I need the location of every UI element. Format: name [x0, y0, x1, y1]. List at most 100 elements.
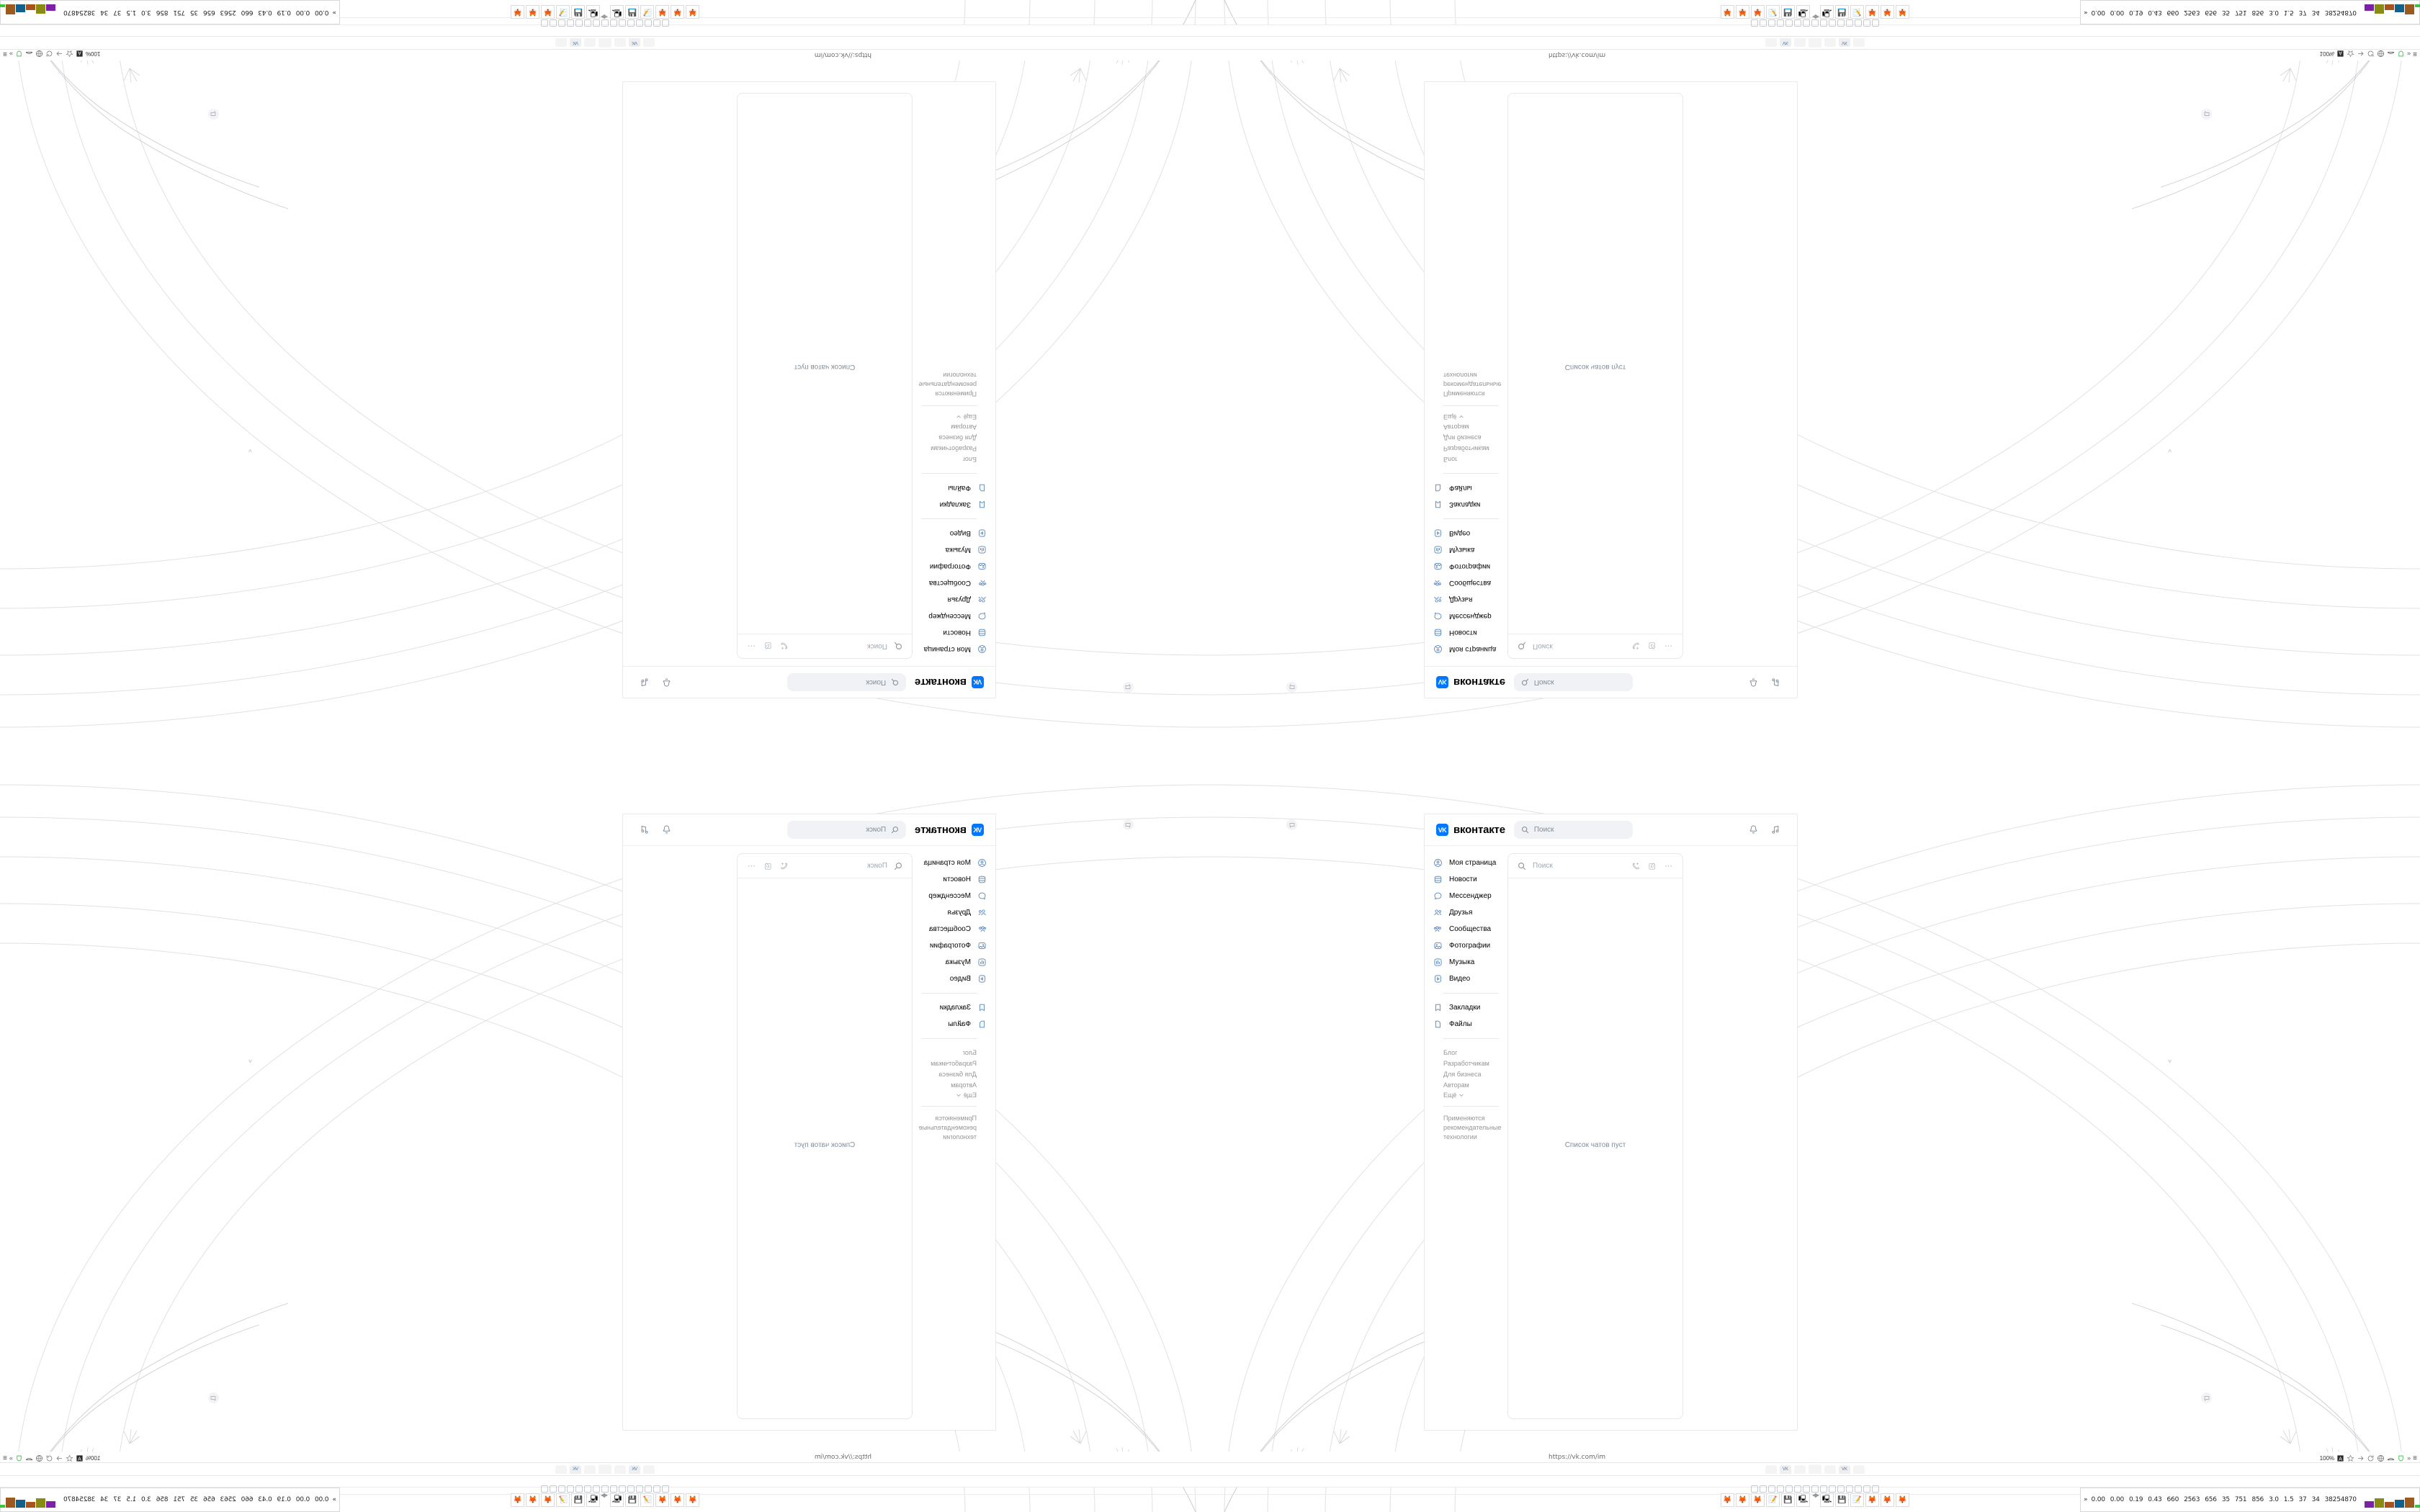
tab-vk-2[interactable]: VK	[570, 38, 581, 48]
taskbar-floppy-window-pa[interactable]: 💾	[1781, 5, 1795, 19]
tab-blank-right[interactable]	[555, 38, 567, 48]
sidebar-item-news[interactable]: Новости	[913, 624, 995, 641]
star-icon[interactable]	[2347, 1454, 2354, 1462]
tab-vk-active[interactable]	[1809, 1464, 1821, 1474]
hamburger-menu-icon[interactable]: ≡	[3, 1454, 7, 1462]
taskbar-text-editor-window[interactable]: 📝	[1766, 5, 1780, 19]
tab-blank-3[interactable]	[584, 38, 596, 48]
notifications-bell-icon[interactable]	[661, 677, 672, 688]
sidebar-item-friends[interactable]: Друзья	[913, 904, 995, 921]
taskbar-mirror-firefox-window-1[interactable]: 🦊	[511, 5, 524, 19]
taskbar-terminal-window[interactable]: 🖳	[610, 5, 624, 19]
sysmon-collapse-icon[interactable]: »	[2084, 9, 2088, 16]
sidebar-item-photos[interactable]: Фотографии	[913, 937, 995, 954]
music-note-icon[interactable]	[1770, 677, 1781, 688]
lock-icon[interactable]	[1751, 1485, 1758, 1493]
vk-logo[interactable]: VK вконтакте	[1436, 824, 1505, 836]
footer-link-business[interactable]: Для бизнеса	[938, 434, 977, 441]
taskbar-mirror-firefox-window-1[interactable]: 🦊	[1896, 5, 1909, 19]
pocket-icon[interactable]	[15, 50, 23, 58]
corner-bubble-top-left[interactable]	[1123, 819, 1134, 830]
sidebar-item-bookmarks[interactable]: Закладки	[1425, 496, 1507, 513]
tab-blank-2[interactable]	[1794, 1464, 1806, 1474]
taskbar-terminal-window[interactable]: 🖳	[1796, 1493, 1810, 1507]
taskbar-firefox-window-3[interactable]: 🦊	[1751, 1493, 1765, 1507]
sidebar-item-news[interactable]: Новости	[1425, 871, 1507, 888]
vk-logo[interactable]: VK вконтакте	[915, 824, 984, 836]
globe-icon[interactable]	[2377, 50, 2385, 58]
tab-vk-active[interactable]	[599, 38, 611, 48]
corner-bubble-top-left[interactable]	[1123, 682, 1134, 693]
taskbar-mirror-firefox-window-1[interactable]: 🦊	[511, 1493, 524, 1507]
sidebar-item-video[interactable]: Видео	[1425, 525, 1507, 541]
footer-link-authors[interactable]: Авторам	[1443, 1081, 1469, 1089]
corner-bubble-bottom-right[interactable]	[2201, 109, 2212, 120]
extension-badge-icon[interactable]	[2387, 1454, 2395, 1462]
footer-more-toggle[interactable]: Ещё	[921, 413, 977, 420]
tab-blank-2[interactable]	[1794, 38, 1806, 48]
global-search-input[interactable]: Поиск	[787, 821, 907, 839]
taskbar-mirror-firefox-window-3[interactable]: 🦊	[1865, 1493, 1879, 1507]
footer-link-blog[interactable]: Блог	[1443, 1049, 1458, 1056]
sidebar-item-bookmarks[interactable]: Закладки	[913, 999, 995, 1016]
taskbar-firefox-window-1[interactable]: 🦊	[686, 1493, 699, 1507]
arrow-right-icon[interactable]	[2357, 1454, 2365, 1462]
footer-link-authors[interactable]: Авторам	[951, 423, 977, 431]
tab-vk-2[interactable]: VK	[1839, 1464, 1850, 1474]
hamburger-menu-icon[interactable]: ≡	[3, 50, 7, 58]
page-collapse-chevron-icon[interactable]: ˅	[2168, 1058, 2172, 1065]
sidebar-item-messenger[interactable]: Мессенджер	[1425, 888, 1507, 904]
sidebar-item-friends[interactable]: Друзья	[1425, 591, 1507, 608]
pocket-icon[interactable]	[15, 1454, 23, 1462]
zoom-level-label[interactable]: 100%	[85, 50, 101, 58]
taskbar-mirror-floppy-window-pa[interactable]: 💾	[1835, 1493, 1849, 1507]
sidebar-item-music[interactable]: Музыка	[913, 541, 995, 558]
global-search-input[interactable]: Поиск	[1513, 821, 1633, 839]
taskbar-mirror-firefox-window-3[interactable]: 🦊	[1865, 5, 1879, 19]
folder-icon[interactable]	[1855, 1485, 1862, 1493]
sidebar-item-my-page[interactable]: Моя страница	[913, 855, 995, 871]
global-search-input[interactable]: Поиск	[787, 673, 907, 691]
sidebar-item-files[interactable]: Файлы	[913, 1016, 995, 1032]
taskbar-mirror-firefox-window-1[interactable]: 🦊	[1896, 1493, 1909, 1507]
globe-icon[interactable]	[2377, 1454, 2385, 1462]
tab-vk-2[interactable]: VK	[570, 1464, 581, 1474]
tab-blank-2[interactable]	[614, 1464, 626, 1474]
tab-blank-right[interactable]	[1853, 1464, 1865, 1474]
shield-outline-icon[interactable]	[1760, 1485, 1767, 1493]
page-collapse-chevron-icon[interactable]: ˅	[248, 447, 252, 454]
footer-link-business[interactable]: Для бизнеса	[1443, 434, 1482, 441]
tab-blank-right[interactable]	[1853, 38, 1865, 48]
tab-vk-1[interactable]: VK	[1780, 1464, 1791, 1474]
chevron-double-icon[interactable]: »	[2407, 1454, 2411, 1462]
reader-mode-icon[interactable]: A	[76, 50, 84, 58]
workspace-switcher[interactable]: ◀▶	[1812, 1492, 1819, 1498]
footer-link-blog[interactable]: Блог	[962, 456, 977, 463]
extension-badge-icon[interactable]	[25, 50, 33, 58]
arrow-right-icon[interactable]	[1768, 1485, 1775, 1493]
sidebar-item-my-page[interactable]: Моя страница	[1425, 855, 1507, 871]
taskbar-mirror-firefox-window-2[interactable]: 🦊	[526, 5, 539, 19]
globe-icon[interactable]	[1820, 1485, 1827, 1493]
sidebar-item-music[interactable]: Музыка	[913, 954, 995, 971]
page-collapse-chevron-icon[interactable]: ˅	[2168, 447, 2172, 454]
compose-message-icon[interactable]	[1648, 642, 1657, 651]
taskbar-mirror-firefox-window-3[interactable]: 🦊	[541, 1493, 555, 1507]
taskbar-mirror-terminal-window[interactable]: 🖳	[1820, 1493, 1834, 1507]
taskbar-mirror-firefox-window-2[interactable]: 🦊	[526, 1493, 539, 1507]
new-call-icon[interactable]	[780, 642, 789, 651]
footer-link-business[interactable]: Для бизнеса	[1443, 1071, 1482, 1078]
taskbar-terminal-window[interactable]: 🖳	[1796, 5, 1810, 19]
workspace-next-arrow[interactable]: ▶	[1815, 1492, 1819, 1498]
footer-link-authors[interactable]: Авторам	[951, 1081, 977, 1089]
sidebar-item-bookmarks[interactable]: Закладки	[1425, 999, 1507, 1016]
taskbar-firefox-window-1[interactable]: 🦊	[1721, 1493, 1734, 1507]
taskbar-floppy-window-pa[interactable]: 💾	[1781, 1493, 1795, 1507]
taskbar-mirror-floppy-window-pa[interactable]: 💾	[571, 1493, 585, 1507]
chevron-double-icon[interactable]: »	[9, 1454, 13, 1462]
footer-more-toggle[interactable]: Ещё	[1443, 413, 1499, 420]
taskbar-mirror-firefox-window-2[interactable]: 🦊	[1881, 1493, 1894, 1507]
sidebar-item-photos[interactable]: Фотографии	[913, 558, 995, 575]
corner-bubble-bottom-right[interactable]	[208, 1392, 219, 1403]
taskbar-mirror-terminal-window[interactable]: 🖳	[586, 5, 600, 19]
